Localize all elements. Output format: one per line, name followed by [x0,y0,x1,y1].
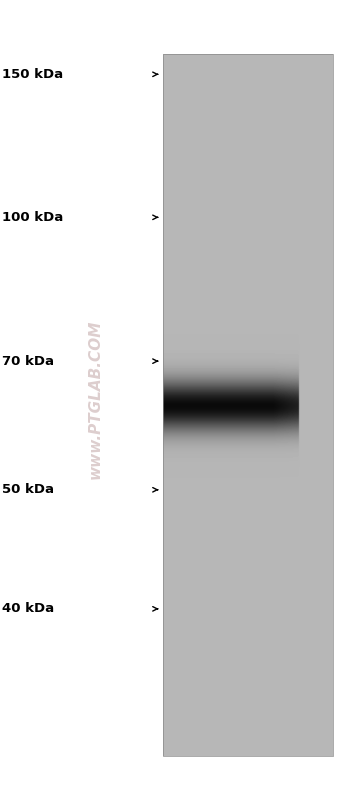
Text: 100 kDa: 100 kDa [2,211,63,224]
Text: 50 kDa: 50 kDa [2,483,54,496]
Text: 40 kDa: 40 kDa [2,602,54,615]
Text: 70 kDa: 70 kDa [2,355,54,368]
Bar [163,54,333,756]
Text: 150 kDa: 150 kDa [2,68,63,81]
Text: www.PTGLAB.COM: www.PTGLAB.COM [88,320,103,479]
